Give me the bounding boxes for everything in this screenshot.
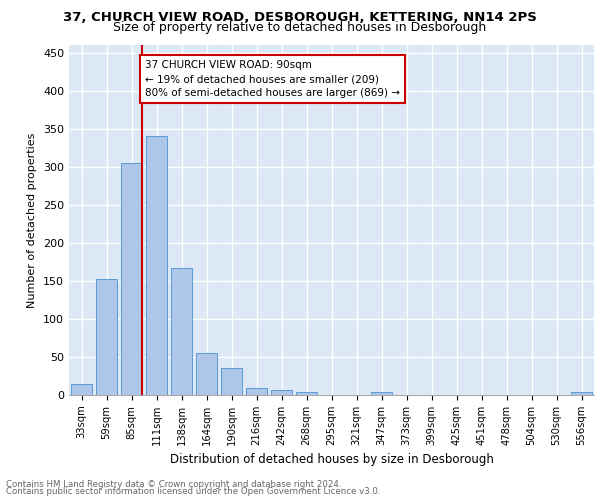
Bar [571, 392, 592, 395]
Bar [196, 353, 217, 395]
Bar [71, 384, 92, 395]
Bar [246, 388, 267, 395]
Bar [271, 390, 292, 395]
Text: 37, CHURCH VIEW ROAD, DESBOROUGH, KETTERING, NN14 2PS: 37, CHURCH VIEW ROAD, DESBOROUGH, KETTER… [63, 11, 537, 24]
Bar [171, 268, 192, 395]
Bar [96, 280, 117, 395]
Bar [146, 136, 167, 395]
Bar [221, 368, 242, 395]
Y-axis label: Number of detached properties: Number of detached properties [28, 132, 37, 308]
Bar [296, 392, 317, 395]
Bar [121, 163, 142, 395]
Bar [371, 392, 392, 395]
X-axis label: Distribution of detached houses by size in Desborough: Distribution of detached houses by size … [170, 454, 493, 466]
Text: 37 CHURCH VIEW ROAD: 90sqm
← 19% of detached houses are smaller (209)
80% of sem: 37 CHURCH VIEW ROAD: 90sqm ← 19% of deta… [145, 60, 400, 98]
Text: Size of property relative to detached houses in Desborough: Size of property relative to detached ho… [113, 22, 487, 35]
Text: Contains public sector information licensed under the Open Government Licence v3: Contains public sector information licen… [6, 487, 380, 496]
Text: Contains HM Land Registry data © Crown copyright and database right 2024.: Contains HM Land Registry data © Crown c… [6, 480, 341, 489]
